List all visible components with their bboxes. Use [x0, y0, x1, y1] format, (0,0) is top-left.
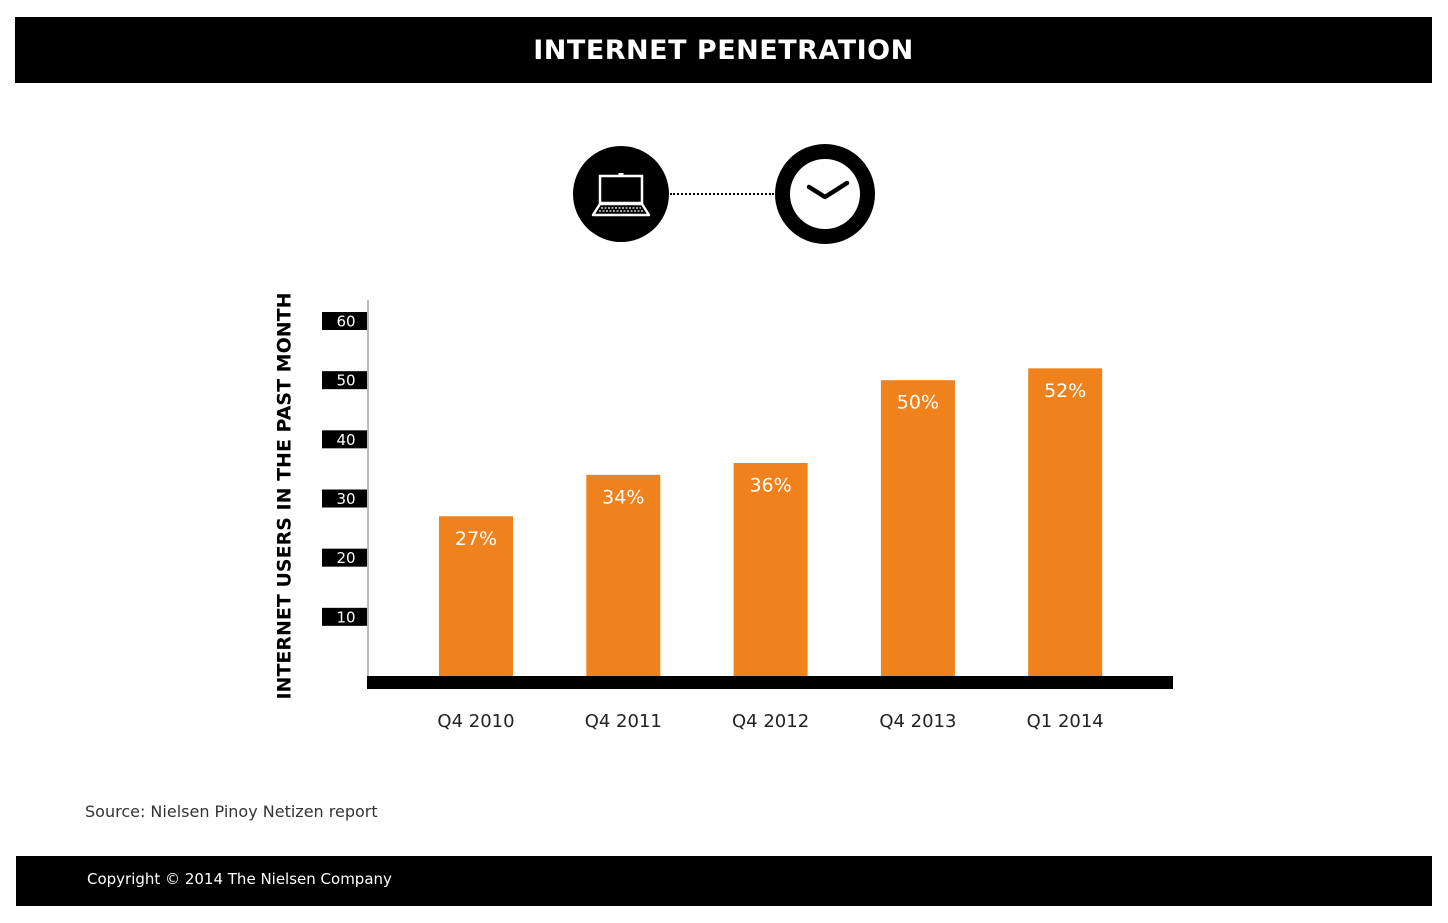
- y-tick-label: 10: [336, 608, 355, 626]
- footer-bar: Copyright © 2014 The Nielsen Company: [16, 856, 1432, 906]
- y-tick-box: [322, 312, 369, 330]
- bar-value-label: 27%: [455, 528, 497, 550]
- bar-value-label: 50%: [897, 392, 939, 414]
- bar-value-label: 34%: [602, 486, 644, 508]
- connector-line: [670, 193, 774, 195]
- y-tick-box: [322, 548, 369, 567]
- icon-group: [570, 143, 880, 246]
- bar-value-label: 52%: [1044, 380, 1086, 402]
- y-tick-box: [322, 489, 369, 508]
- bar: [586, 474, 661, 676]
- clock-icon: [775, 144, 875, 244]
- y-tick-box: [322, 607, 369, 626]
- x-tick-label: Q4 2013: [879, 711, 956, 732]
- title-bar: INTERNET PENETRATION: [15, 17, 1432, 83]
- page-title: INTERNET PENETRATION: [533, 34, 914, 66]
- y-tick-label: 60: [336, 313, 355, 331]
- x-axis-baseline: [367, 676, 1173, 689]
- bar-value-label: 36%: [749, 475, 791, 497]
- bar: [880, 380, 955, 676]
- x-tick-label: Q4 2010: [437, 711, 514, 732]
- y-axis-label: INTERNET USERS IN THE PAST MONTH: [274, 292, 296, 699]
- y-tick-label: 30: [336, 490, 355, 508]
- bar: [733, 463, 808, 676]
- x-tick-label: Q4 2011: [585, 711, 662, 732]
- copyright-text: Copyright © 2014 The Nielsen Company: [87, 870, 392, 888]
- x-tick-label: Q1 2014: [1027, 711, 1104, 732]
- y-tick-label: 40: [336, 431, 355, 449]
- laptop-icon: [573, 146, 669, 242]
- y-tick-box: [322, 371, 369, 390]
- y-tick-box: [322, 430, 369, 449]
- bar: [439, 516, 513, 676]
- x-tick-label: Q4 2012: [732, 711, 809, 732]
- source-note: Source: Nielsen Pinoy Netizen report: [85, 802, 378, 821]
- bar: [1028, 368, 1103, 676]
- y-tick-label: 20: [336, 549, 355, 567]
- y-tick-label: 50: [336, 372, 355, 390]
